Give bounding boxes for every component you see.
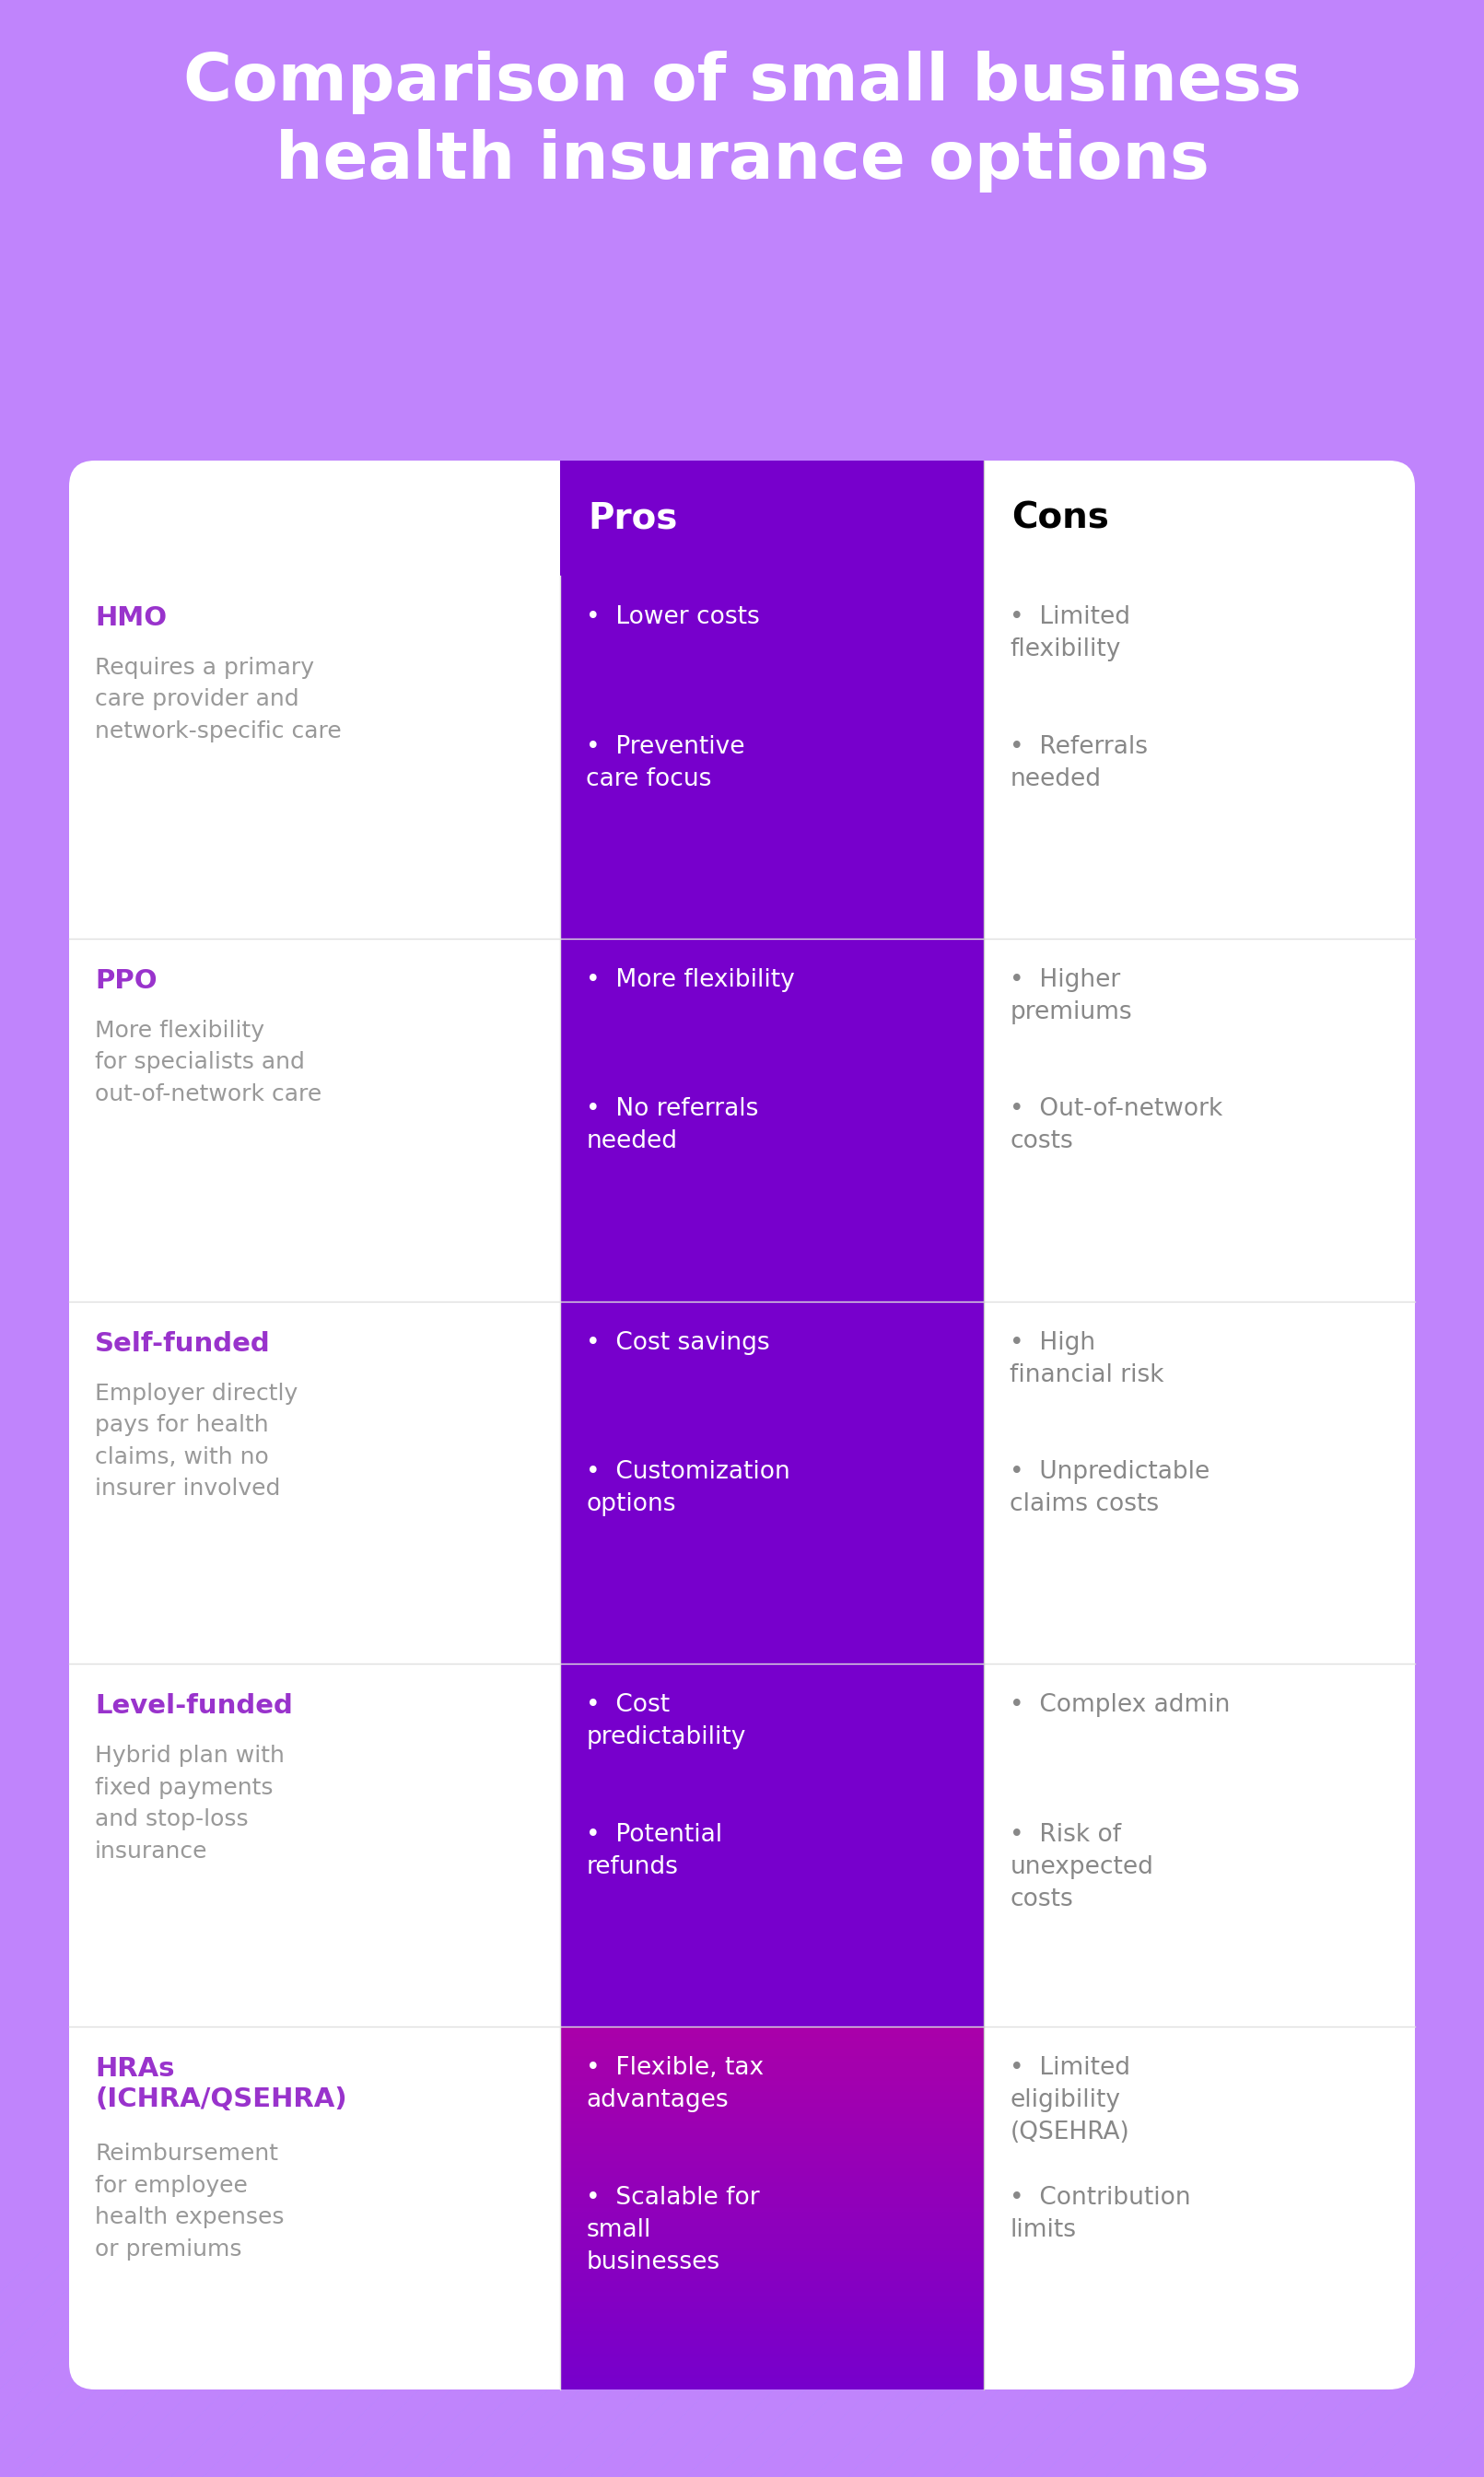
Text: •  High
financial risk: • High financial risk [1011,1330,1165,1387]
Text: •  Unpredictable
claims costs: • Unpredictable claims costs [1011,1461,1209,1516]
Text: PPO: PPO [95,969,157,993]
FancyBboxPatch shape [561,461,984,575]
FancyBboxPatch shape [561,1665,984,2026]
Text: Level-funded: Level-funded [95,1694,292,1719]
Text: •  Out-of-network
costs: • Out-of-network costs [1011,1097,1223,1154]
Text: •  Higher
premiums: • Higher premiums [1011,969,1132,1023]
FancyBboxPatch shape [561,1300,984,1665]
Text: •  Potential
refunds: • Potential refunds [586,1823,723,1880]
Text: •  Scalable for
small
businesses: • Scalable for small businesses [586,2185,760,2274]
FancyBboxPatch shape [561,939,984,1300]
Text: Comparison of small business
health insurance options: Comparison of small business health insu… [183,50,1301,193]
Text: •  Preventive
care focus: • Preventive care focus [586,736,745,790]
FancyBboxPatch shape [561,575,984,939]
Text: Cons: Cons [1012,500,1110,535]
Text: Employer directly
pays for health
claims, with no
insurer involved: Employer directly pays for health claims… [95,1382,298,1499]
Text: Reimbursement
for employee
health expenses
or premiums: Reimbursement for employee health expens… [95,2143,283,2259]
Text: Requires a primary
care provider and
network-specific care: Requires a primary care provider and net… [95,656,341,743]
FancyBboxPatch shape [70,461,1414,2390]
Text: HRAs
(ICHRA/QSEHRA): HRAs (ICHRA/QSEHRA) [95,2056,347,2113]
Text: •  Flexible, tax
advantages: • Flexible, tax advantages [586,2056,764,2113]
Text: •  Lower costs: • Lower costs [586,604,760,629]
Text: Hybrid plan with
fixed payments
and stop-loss
insurance: Hybrid plan with fixed payments and stop… [95,1744,285,1863]
Text: •  Cost savings: • Cost savings [586,1330,770,1355]
Text: •  Limited
flexibility: • Limited flexibility [1011,604,1131,661]
Text: •  Complex admin: • Complex admin [1011,1694,1230,1717]
Text: •  Referrals
needed: • Referrals needed [1011,736,1149,790]
Text: •  Limited
eligibility
(QSEHRA): • Limited eligibility (QSEHRA) [1011,2056,1131,2145]
Text: •  No referrals
needed: • No referrals needed [586,1097,758,1154]
Text: More flexibility
for specialists and
out-of-network care: More flexibility for specialists and out… [95,1021,322,1105]
Text: •  Customization
options: • Customization options [586,1461,791,1516]
Text: HMO: HMO [95,604,166,632]
Text: •  Cost
predictability: • Cost predictability [586,1694,746,1749]
Text: Pros: Pros [588,500,678,535]
Text: •  Risk of
unexpected
costs: • Risk of unexpected costs [1011,1823,1153,1912]
Text: Self-funded: Self-funded [95,1330,270,1357]
Text: •  More flexibility: • More flexibility [586,969,795,991]
Text: •  Contribution
limits: • Contribution limits [1011,2185,1192,2242]
